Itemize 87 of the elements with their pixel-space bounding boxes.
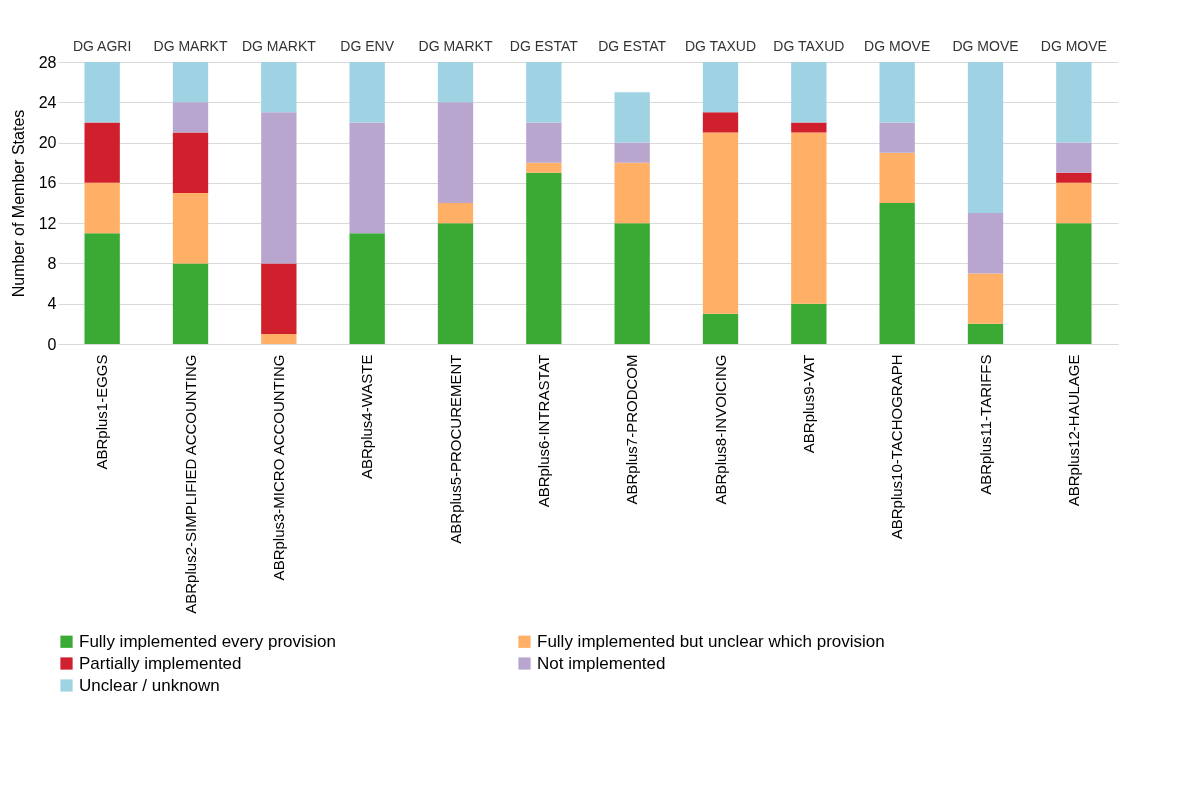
- text: DG MOVE: [864, 38, 931, 54]
- text: DG MARKT: [241, 38, 317, 54]
- bar: [791, 62, 827, 123]
- y-tick-label: 8: [47, 254, 57, 272]
- x-tick-label: ABRplus2-SIMPLIFIED ACCOUNTING: [181, 354, 199, 614]
- bar: [1056, 62, 1092, 143]
- text: DG ENV: [340, 38, 395, 54]
- bar: [437, 223, 474, 344]
- bar: [614, 162, 650, 224]
- text: DG TAXUD: [773, 38, 845, 54]
- legend-label: Fully implemented every provision: [79, 631, 336, 651]
- bar: [172, 192, 209, 264]
- bar: [526, 62, 562, 123]
- bar: [349, 62, 385, 123]
- bar: [879, 152, 915, 203]
- bar: [437, 203, 474, 224]
- bar: [791, 122, 827, 133]
- text: DG MOVE: [952, 38, 1019, 54]
- x-tick-label: ABRplus7-PRODCOM: [623, 354, 641, 505]
- bar: [172, 62, 209, 103]
- bar: [1056, 172, 1092, 183]
- bar: [526, 122, 562, 163]
- y-tick-label: 20: [38, 134, 57, 152]
- bar: [614, 92, 650, 143]
- text: DG ESTAT: [598, 38, 667, 54]
- text: DG MOVE: [1040, 38, 1107, 54]
- bar: [879, 203, 915, 344]
- legend-label: Fully implemented but unclear which provision: [537, 631, 885, 651]
- y-tick-label: 16: [38, 174, 57, 192]
- bar: [261, 333, 297, 344]
- bar: [261, 112, 297, 264]
- x-tick-label: ABRplus6-INTRASTAT: [534, 354, 552, 508]
- bar: [614, 142, 650, 163]
- bar: [84, 122, 120, 183]
- bar: [967, 273, 1004, 324]
- bar: [1056, 182, 1092, 224]
- legend-label: Unclear / unknown: [79, 675, 220, 695]
- x-tick-label: ABRplus8-INVOICING: [711, 354, 729, 505]
- bar: [879, 62, 915, 123]
- bar: [1056, 223, 1092, 344]
- x-tick-label: ABRplus10-TACHOGRAPH: [888, 354, 906, 540]
- bar: [879, 122, 915, 153]
- bar: [702, 313, 739, 344]
- text: DG AGRI: [72, 38, 132, 54]
- bar: [526, 172, 562, 344]
- bar: [702, 112, 739, 133]
- bar: [967, 62, 1004, 214]
- text: DG MARKT: [153, 38, 228, 54]
- y-axis-title: Number of Member States: [9, 109, 27, 298]
- bar: [1056, 142, 1092, 173]
- y-tick-label: 24: [38, 93, 57, 111]
- bar: [614, 223, 650, 344]
- x-tick-label: ABRplus9-VAT: [799, 354, 817, 454]
- bar: [967, 323, 1004, 344]
- bar: [172, 263, 209, 344]
- bar: [791, 303, 827, 344]
- x-tick-label: ABRplus12-HAULAGE: [1064, 354, 1082, 507]
- y-tick-label: 12: [38, 214, 57, 232]
- bar: [172, 132, 209, 193]
- bar: [791, 132, 827, 304]
- y-tick-label: 0: [47, 335, 57, 353]
- bar: [172, 102, 209, 133]
- bar: [702, 62, 739, 113]
- bar: [349, 233, 385, 344]
- x-tick-label: ABRplus4-WASTE: [358, 354, 376, 479]
- text: DG ESTAT: [509, 38, 579, 54]
- bar: [967, 213, 1004, 274]
- x-tick-label: ABRplus1-EGGS: [93, 354, 111, 470]
- bar: [702, 132, 739, 314]
- bar: [84, 62, 120, 123]
- text: DG MARKT: [418, 38, 493, 54]
- bar: [526, 162, 562, 173]
- bar: [437, 62, 474, 103]
- x-tick-label: ABRplus5-PROCUREMENT: [446, 354, 464, 544]
- x-tick-label: ABRplus11-TARIFFS: [976, 354, 994, 495]
- bar: [261, 263, 297, 334]
- legend-label: Partially implemented: [79, 653, 242, 673]
- text: DG TAXUD: [684, 38, 757, 54]
- bar: [261, 62, 297, 113]
- y-tick-label: 28: [38, 53, 57, 71]
- bar: [84, 233, 120, 344]
- bar: [84, 182, 120, 234]
- legend-label: Not implemented: [537, 653, 666, 673]
- y-tick-label: 4: [47, 295, 57, 313]
- x-tick-label: ABRplus3-MICRO ACCOUNTING: [269, 354, 287, 581]
- bar: [349, 122, 385, 234]
- bar: [437, 102, 474, 203]
